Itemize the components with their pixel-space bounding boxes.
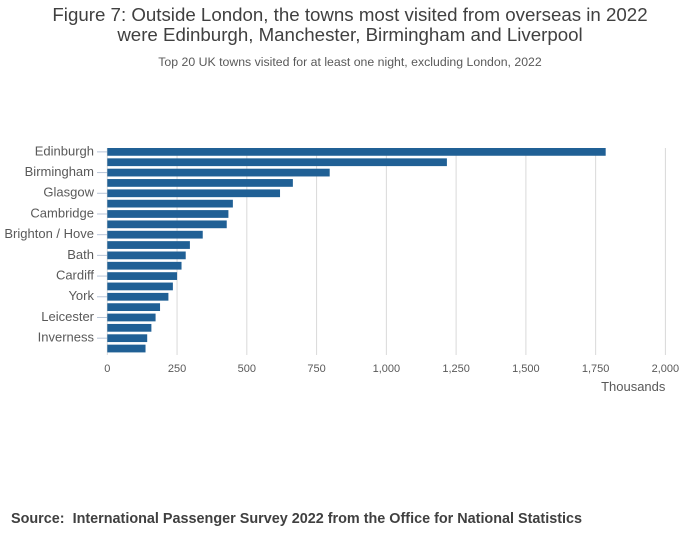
svg-text:Birmingham: Birmingham xyxy=(25,164,94,179)
svg-text:500: 500 xyxy=(238,363,256,375)
svg-text:York: York xyxy=(68,288,94,303)
svg-text:Cardiff: Cardiff xyxy=(56,268,94,283)
svg-text:Bath: Bath xyxy=(67,247,94,262)
svg-text:1,500: 1,500 xyxy=(512,363,540,375)
svg-text:Cambridge: Cambridge xyxy=(30,205,94,220)
svg-text:Edinburgh: Edinburgh xyxy=(35,143,94,158)
svg-text:Brighton / Hove: Brighton / Hove xyxy=(4,226,94,241)
svg-text:0: 0 xyxy=(104,363,110,375)
svg-text:750: 750 xyxy=(307,363,325,375)
svg-text:Thousands: Thousands xyxy=(601,379,666,394)
svg-text:Leicester: Leicester xyxy=(41,309,94,324)
svg-text:1,750: 1,750 xyxy=(582,363,610,375)
svg-text:2,000: 2,000 xyxy=(652,363,680,375)
svg-text:Glasgow: Glasgow xyxy=(43,185,94,200)
svg-text:250: 250 xyxy=(168,363,186,375)
svg-text:Inverness: Inverness xyxy=(38,330,95,345)
svg-text:1,250: 1,250 xyxy=(442,363,470,375)
svg-text:1,000: 1,000 xyxy=(373,363,401,375)
